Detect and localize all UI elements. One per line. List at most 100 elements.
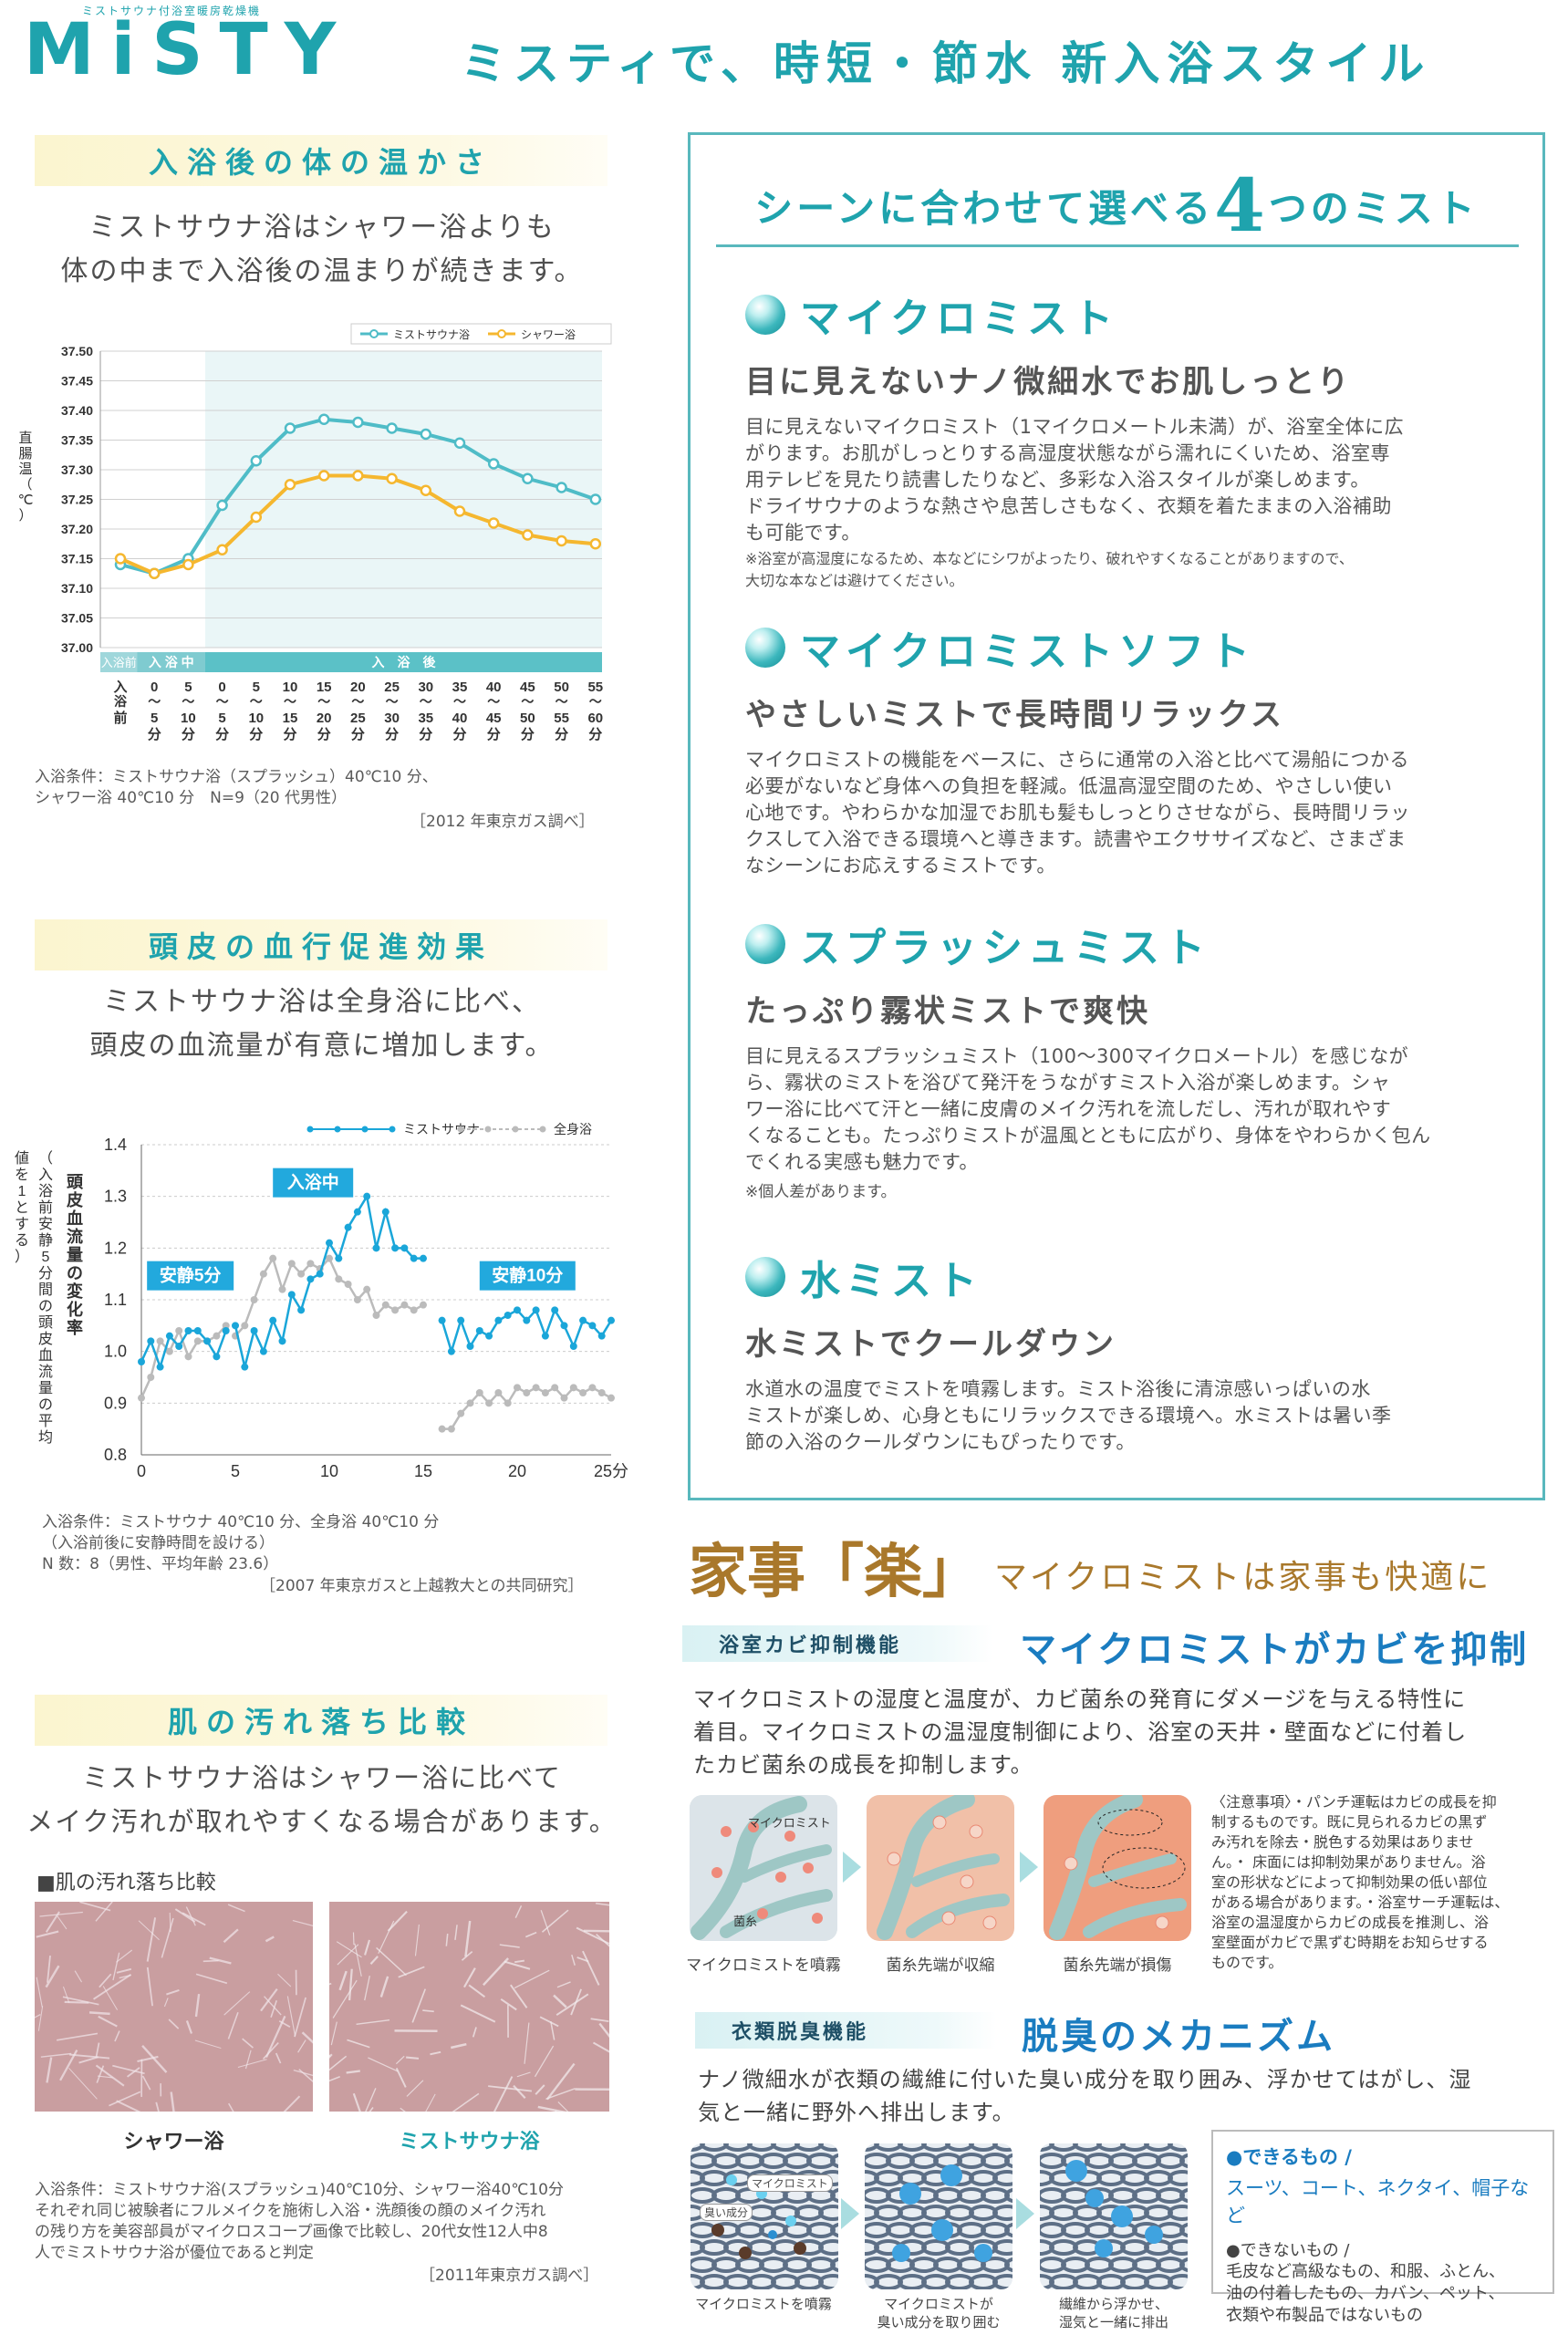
- skin-fiber: [352, 2092, 369, 2133]
- data-point: [363, 1192, 371, 1200]
- mold-caption-2: 菌糸先端が収縮: [886, 1956, 995, 1975]
- y-axis-note-char: 値: [15, 1150, 29, 1167]
- molecule: [1085, 2189, 1104, 2207]
- skin-fiber: [275, 2052, 282, 2064]
- scalp-chart-svg: 1.41.31.21.11.00.90.80 5 10 15 20 25分頭皮血流量の変化…: [15, 1122, 628, 1480]
- skin-fiber: [364, 1939, 371, 1956]
- kaji-subtitle: マイクロミストは家事も快適に: [994, 1559, 1492, 1596]
- fabric-loop: [1073, 2143, 1102, 2152]
- mist-panel: シーンに合わせて選べる4つのミスト マイクロミスト 目に見えないナノ微細水でお肌…: [688, 132, 1545, 1500]
- data-point: [203, 1337, 212, 1345]
- skin-fiber: [228, 2102, 245, 2132]
- y-axis-note-char: 1: [18, 1184, 26, 1199]
- skin-lead: ミストサウナ浴はシャワー浴に比べて メイク汚れが取れやすくなる場合があります。: [9, 1756, 635, 1843]
- data-point: [344, 1281, 352, 1288]
- scalp-lead: ミストサウナ浴は全身浴に比べ、 頭皮の血流量が有意に増加します。: [18, 981, 626, 1068]
- molecule: [1095, 2239, 1113, 2257]
- fabric-illustration: [691, 2143, 838, 2289]
- mist-panel-title: シーンに合わせて選べる4つのミスト: [691, 162, 1542, 248]
- x-tick-label: 5: [184, 680, 192, 695]
- warmth-chart: 37.50 37.45 37.40 37.35 37.30 37.25 37.20 37.15…: [0, 315, 639, 743]
- y-axis-note-char: 静: [38, 1232, 53, 1249]
- body-line: 気と一緒に野外へ排出します。: [698, 2100, 1015, 2125]
- data-point: [551, 1384, 559, 1392]
- skin-fiber: [260, 1987, 278, 2012]
- skin-fiber: [545, 2088, 576, 2101]
- skin-fiber: [116, 1949, 133, 1963]
- data-point: [589, 493, 602, 505]
- fabric-loop: [1179, 2222, 1188, 2238]
- skin-fiber: [237, 2059, 267, 2069]
- skin-fiber: [422, 2009, 434, 2013]
- skin-fiber: [62, 1996, 99, 2006]
- skin-title: 肌の汚れ落ち比較: [35, 1695, 607, 1746]
- data-point: [372, 1244, 380, 1252]
- skin-fiber: [37, 2006, 44, 2031]
- fabric-loop: [1049, 2143, 1078, 2152]
- y-axis-note-char: 入: [38, 1168, 53, 1183]
- y-axis-note-char: 前: [38, 1199, 53, 1216]
- odor-label-mist: マイクロミスト: [747, 2174, 833, 2192]
- x-tick-label: 〜: [182, 694, 194, 709]
- x-tick-label: 20: [317, 711, 332, 726]
- skin-fiber: [146, 1917, 157, 1962]
- skin-fiber: [337, 1944, 359, 1966]
- y-tick-label: 37.30: [61, 462, 93, 477]
- cannot-title: ●できないもの /: [1226, 2241, 1350, 2260]
- molecule: [1145, 2226, 1163, 2244]
- data-point: [193, 1337, 202, 1345]
- body-line: くなることも。たっぷりミストが温風とともに広がり、身体をやわらかく包ん: [745, 1125, 1431, 1147]
- molecule: [768, 2230, 777, 2239]
- skin-fiber: [95, 2042, 100, 2058]
- x-tick-label: 50: [554, 680, 569, 695]
- mist-body: 目に見えるスプラッシュミスト（100～300マイクロメートル）を感じなが ら、霧…: [745, 1043, 1530, 1176]
- skin-fiber: [96, 2065, 105, 2083]
- skin-fiber: [598, 2022, 615, 2042]
- data-point: [278, 1285, 286, 1293]
- y-tick-label: 37.10: [61, 581, 93, 596]
- fabric-loop: [874, 2143, 903, 2152]
- y-tick-label: 37.25: [61, 493, 93, 507]
- x-tick-unit: 分: [215, 727, 229, 742]
- skin-fiber: [68, 2068, 98, 2100]
- skin-fiber: [534, 2045, 555, 2078]
- odor-caption-2: マイクロミストが 臭い成分を取り囲む: [852, 2295, 1025, 2331]
- y-axis-note-char: 量: [38, 1381, 53, 1396]
- y-axis-note-char: す: [15, 1216, 29, 1232]
- x-tick-label: 55: [554, 711, 569, 726]
- data-point: [297, 1306, 306, 1314]
- fabric-loop: [1004, 2187, 1012, 2204]
- divider: [716, 244, 1519, 247]
- x-tick-label: 45: [520, 680, 535, 695]
- molecule: [940, 2164, 962, 2186]
- skin-fiber: [553, 1994, 567, 2008]
- data-point: [326, 1254, 333, 1262]
- arrow-right-icon: [1016, 2198, 1034, 2229]
- legend-label: 全身浴: [554, 1122, 592, 1136]
- phase-pre: [100, 652, 138, 672]
- x-tick-label: 〜: [284, 694, 296, 709]
- fabric-loop: [771, 2143, 800, 2152]
- legend-marker: [539, 1126, 546, 1133]
- data-point: [487, 458, 500, 470]
- x-tick-label: 10: [248, 711, 264, 726]
- scalp-lead-line: 頭皮の血流量が有意に増加します。: [89, 1030, 555, 1062]
- data-point: [114, 553, 127, 565]
- data-point: [475, 1389, 483, 1396]
- y-axis-label-char: 直: [18, 431, 32, 446]
- note-line: N 数：8（男性、平均年齢 23.6）: [42, 1555, 279, 1573]
- fabric-loop: [1004, 2222, 1012, 2238]
- mist-note: ※個人差があります。: [745, 1183, 897, 1201]
- fabric-illustration: [1040, 2143, 1188, 2289]
- skin-fiber: [46, 2057, 53, 2083]
- data-point: [607, 1316, 615, 1324]
- mold-caption-3: 菌糸先端が損傷: [1063, 1956, 1172, 1975]
- legend-label: ミストサウナ: [403, 1122, 480, 1136]
- skin-fiber: [264, 1996, 282, 2016]
- data-point: [381, 1208, 389, 1216]
- mold-image-2: [867, 1795, 1014, 1941]
- data-point: [541, 1332, 549, 1340]
- note-line: それぞれ同じ被験者にフルメイクを施術し入浴・洗顔後の顔のメイク汚れ: [35, 2202, 546, 2220]
- skin-fiber: [242, 2038, 254, 2049]
- mist-ball-icon: [745, 924, 785, 964]
